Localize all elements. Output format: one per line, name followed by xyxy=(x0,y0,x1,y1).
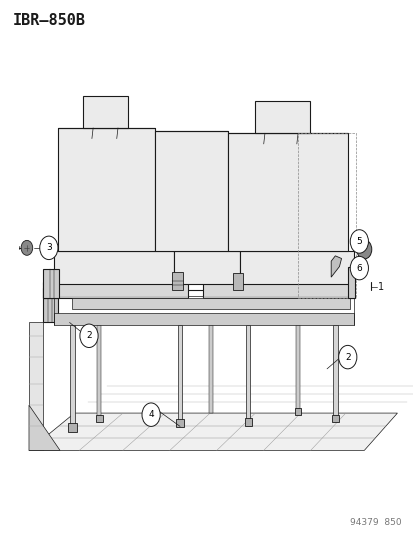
Text: 1: 1 xyxy=(377,282,383,292)
Text: 94379  850: 94379 850 xyxy=(349,518,401,527)
Polygon shape xyxy=(202,282,353,298)
Bar xyxy=(297,133,355,298)
Circle shape xyxy=(349,230,368,253)
Polygon shape xyxy=(54,251,173,284)
Bar xyxy=(97,325,101,417)
Circle shape xyxy=(40,236,58,260)
Circle shape xyxy=(80,324,98,348)
Polygon shape xyxy=(29,322,43,450)
Circle shape xyxy=(356,240,371,259)
Polygon shape xyxy=(72,298,349,309)
Bar xyxy=(178,325,182,422)
Bar xyxy=(294,408,301,415)
Text: 3: 3 xyxy=(46,244,52,252)
Bar xyxy=(332,325,337,417)
Polygon shape xyxy=(43,282,188,298)
Bar xyxy=(171,272,183,290)
Text: 2: 2 xyxy=(86,332,92,340)
Polygon shape xyxy=(173,251,240,284)
Text: IBR–850B: IBR–850B xyxy=(12,13,85,28)
Bar xyxy=(70,325,75,426)
Polygon shape xyxy=(29,405,60,450)
Bar xyxy=(43,269,59,298)
Polygon shape xyxy=(43,288,58,322)
Circle shape xyxy=(338,345,356,369)
Bar xyxy=(244,418,252,426)
Circle shape xyxy=(21,240,33,255)
Bar xyxy=(209,325,213,413)
Bar xyxy=(176,419,183,427)
Bar xyxy=(347,266,354,298)
Polygon shape xyxy=(58,128,155,251)
Polygon shape xyxy=(83,96,128,128)
Bar xyxy=(96,415,102,422)
Polygon shape xyxy=(155,131,227,251)
Bar xyxy=(68,423,77,432)
Polygon shape xyxy=(240,251,353,284)
Circle shape xyxy=(142,403,160,426)
Circle shape xyxy=(352,263,362,276)
Polygon shape xyxy=(54,313,353,325)
Polygon shape xyxy=(330,256,341,277)
Text: 6: 6 xyxy=(356,264,361,272)
Text: 4: 4 xyxy=(148,410,154,419)
Text: 2: 2 xyxy=(344,353,350,361)
Bar xyxy=(246,325,250,421)
Circle shape xyxy=(349,256,368,280)
Bar xyxy=(331,415,338,422)
Polygon shape xyxy=(227,133,347,251)
Bar xyxy=(232,273,242,290)
Bar xyxy=(296,325,299,409)
Polygon shape xyxy=(254,101,310,133)
Polygon shape xyxy=(29,413,396,450)
Text: 5: 5 xyxy=(356,237,361,246)
